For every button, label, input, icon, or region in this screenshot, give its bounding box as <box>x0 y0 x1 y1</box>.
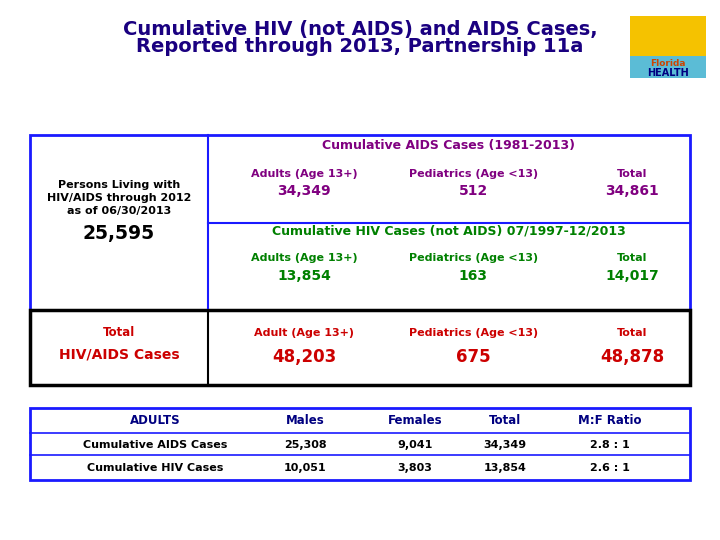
Text: Adults (Age 13+): Adults (Age 13+) <box>251 168 358 179</box>
Text: Males: Males <box>286 415 325 428</box>
Text: Pediatrics (Age <13): Pediatrics (Age <13) <box>408 253 538 263</box>
Text: 2.8 : 1: 2.8 : 1 <box>590 440 630 450</box>
Bar <box>630 56 706 78</box>
Text: Reported through 2013, Partnership 11a: Reported through 2013, Partnership 11a <box>136 37 584 57</box>
Text: 10,051: 10,051 <box>284 463 326 473</box>
Text: HIV/AIDS through 2012: HIV/AIDS through 2012 <box>47 193 192 203</box>
Text: Cumulative AIDS Cases: Cumulative AIDS Cases <box>83 440 228 450</box>
Bar <box>30 310 690 385</box>
Text: Total: Total <box>617 168 647 179</box>
Bar <box>630 16 706 56</box>
Text: Total: Total <box>489 415 521 428</box>
Text: 48,203: 48,203 <box>272 348 336 366</box>
Text: Females: Females <box>387 415 442 428</box>
Text: Adults (Age 13+): Adults (Age 13+) <box>251 253 358 263</box>
Text: Total: Total <box>617 328 647 338</box>
Text: Cumulative AIDS Cases (1981-2013): Cumulative AIDS Cases (1981-2013) <box>323 138 575 152</box>
Text: Pediatrics (Age <13): Pediatrics (Age <13) <box>408 168 538 179</box>
Text: Cumulative HIV (not AIDS) and AIDS Cases,: Cumulative HIV (not AIDS) and AIDS Cases… <box>122 21 598 39</box>
Text: Pediatrics (Age <13): Pediatrics (Age <13) <box>408 328 538 338</box>
Bar <box>30 408 690 480</box>
Text: 25,308: 25,308 <box>284 440 326 450</box>
Text: Cumulative HIV Cases (not AIDS) 07/1997-12/2013: Cumulative HIV Cases (not AIDS) 07/1997-… <box>272 224 626 237</box>
Text: Total: Total <box>617 253 647 263</box>
Text: 34,861: 34,861 <box>606 184 659 198</box>
Text: Cumulative HIV Cases: Cumulative HIV Cases <box>87 463 223 473</box>
Text: HEALTH: HEALTH <box>647 68 689 78</box>
Text: 25,595: 25,595 <box>83 225 155 244</box>
Text: 675: 675 <box>456 348 490 366</box>
Text: 34,349: 34,349 <box>278 184 331 198</box>
Text: 13,854: 13,854 <box>484 463 526 473</box>
Bar <box>30 135 690 310</box>
Text: HIV/AIDS Cases: HIV/AIDS Cases <box>59 348 179 362</box>
Text: 9,041: 9,041 <box>397 440 433 450</box>
Text: Florida: Florida <box>650 58 685 68</box>
Text: 13,854: 13,854 <box>277 269 331 284</box>
Text: 2.6 : 1: 2.6 : 1 <box>590 463 630 473</box>
Text: 48,878: 48,878 <box>600 348 665 366</box>
Text: M:F Ratio: M:F Ratio <box>578 415 642 428</box>
Text: Persons Living with: Persons Living with <box>58 180 180 190</box>
Text: 163: 163 <box>459 269 487 284</box>
Text: 512: 512 <box>459 184 487 198</box>
Text: as of 06/30/2013: as of 06/30/2013 <box>67 206 171 216</box>
Text: ADULTS: ADULTS <box>130 415 180 428</box>
Text: 14,017: 14,017 <box>606 269 659 284</box>
Text: Adult (Age 13+): Adult (Age 13+) <box>254 328 354 338</box>
Text: 34,349: 34,349 <box>483 440 526 450</box>
Text: 3,803: 3,803 <box>397 463 433 473</box>
Text: Total: Total <box>103 327 135 340</box>
